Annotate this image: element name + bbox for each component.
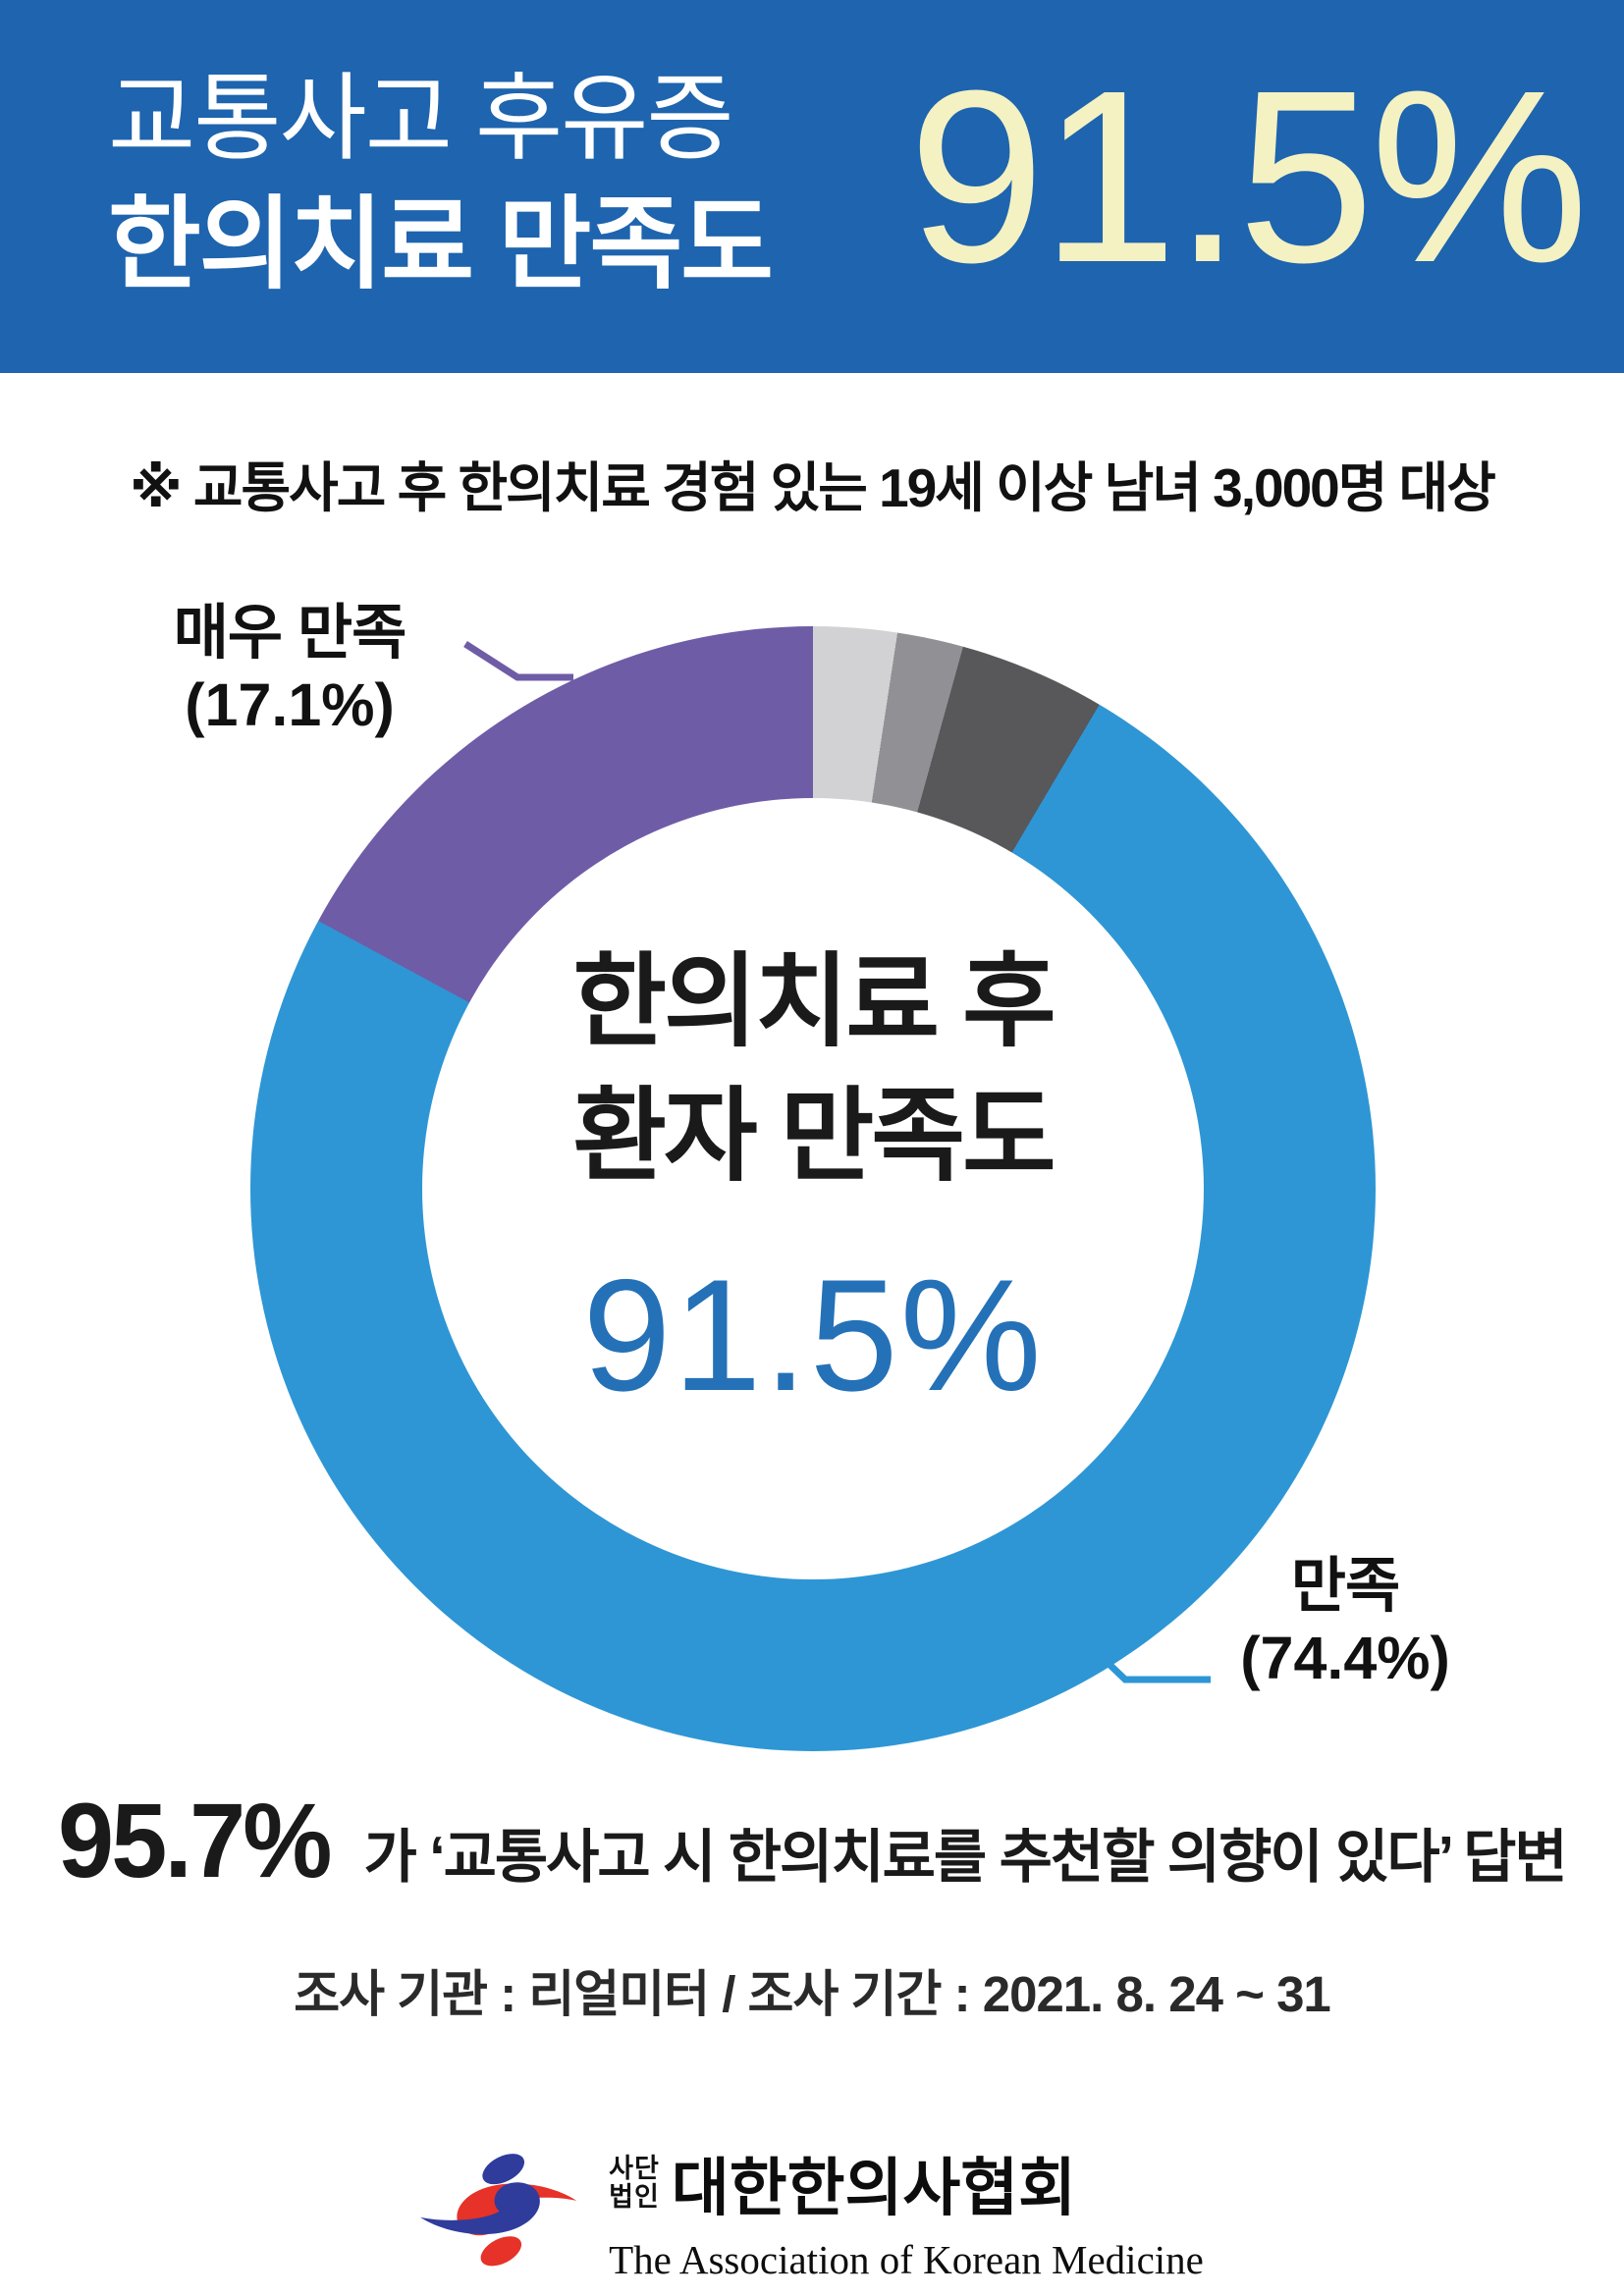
recommendation-line: 95.7% 가 ‘교통사고 시 한의치료를 추천할 의향이 있다’ 답변 xyxy=(0,1779,1624,1901)
recommendation-text: 가 ‘교통사고 시 한의치료를 추천할 의향이 있다’ 답변 xyxy=(363,1825,1568,1890)
logo-blue-ellipse xyxy=(482,2154,525,2185)
association-logo-text: 사단 법인 대한한의사협회 The Association of Korean … xyxy=(609,2138,1204,2283)
header-banner: 교통사고 후유증 한의치료 만족도 91.5% xyxy=(0,0,1624,373)
header-title-line2: 한의치료 만족도 xyxy=(108,187,774,300)
header-titles: 교통사고 후유증 한의치료 만족도 xyxy=(108,65,774,300)
survey-note: ※ 교통사고 후 한의치료 경험 있는 19세 이상 남녀 3,000명 대상 xyxy=(130,457,1496,518)
callout-satisfied-label: 만족 xyxy=(1290,1552,1400,1619)
donut-chart-hole: 한의치료 후 환자 만족도 91.5% xyxy=(422,798,1204,1579)
callout-very-satisfied-label: 매우 만족 xyxy=(173,599,406,666)
logo-corp-type-line2: 법인 xyxy=(609,2182,660,2212)
logo-corp-type: 사단 법인 xyxy=(609,2153,660,2212)
recommendation-value: 95.7% xyxy=(58,1781,333,1899)
logo-corp-type-line1: 사단 xyxy=(609,2153,660,2183)
leader-line-very-satisfied xyxy=(463,641,573,681)
donut-center-title-line2: 환자 만족도 xyxy=(572,1080,1056,1195)
header-big-value: 91.5% xyxy=(908,39,1589,313)
callout-very-satisfied: 매우 만족 (17.1%) xyxy=(128,596,452,742)
survey-meta: 조사 기관 : 리얼미터 / 조사 기간 : 2021. 8. 24 ~ 31 xyxy=(294,1966,1331,2022)
logo-name-english: The Association of Korean Medicine xyxy=(609,2237,1204,2282)
header-title-line1: 교통사고 후유증 xyxy=(108,65,734,172)
logo-red-ellipse xyxy=(480,2236,522,2267)
association-logo-symbol-icon xyxy=(420,2154,577,2267)
callout-satisfied: 만족 (74.4%) xyxy=(1208,1549,1483,1695)
callout-satisfied-value: (74.4%) xyxy=(1240,1625,1450,1692)
callout-very-satisfied-value: (17.1%) xyxy=(185,671,395,739)
donut-center-value: 91.5% xyxy=(582,1246,1044,1424)
association-logo: 사단 법인 대한한의사협회 The Association of Korean … xyxy=(0,2138,1624,2283)
logo-blue-swirl xyxy=(420,2182,541,2235)
logo-name-korean: 대한한의사협회 xyxy=(671,2153,1076,2223)
donut-center-title-line1: 한의치료 후 xyxy=(572,945,1056,1059)
